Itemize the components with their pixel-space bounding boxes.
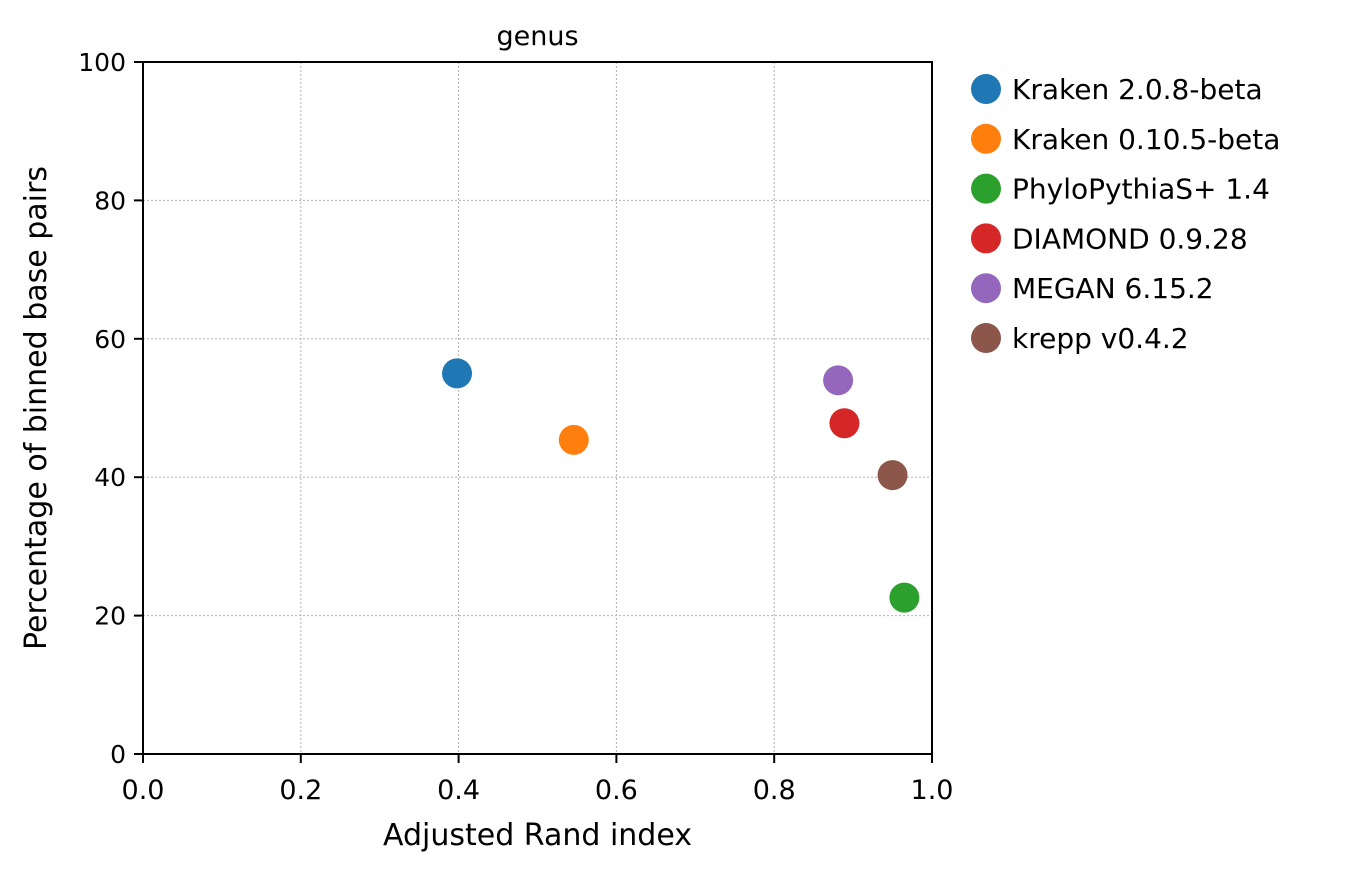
legend-marker — [971, 223, 1001, 254]
y-tick-label: 60 — [94, 325, 126, 354]
y-axis-label: Percentage of binned base pairs — [19, 166, 54, 650]
chart-title: genus — [496, 21, 578, 52]
legend-label: Kraken 0.10.5-beta — [1012, 123, 1280, 156]
legend-label: Kraken 2.0.8-beta — [1012, 73, 1263, 106]
data-point — [829, 408, 860, 439]
legend-marker — [971, 74, 1001, 104]
legend-label: PhyloPythiaS+ 1.4 — [1012, 173, 1270, 206]
legend-marker — [971, 273, 1001, 304]
legend-label: krepp v0.4.2 — [1012, 322, 1189, 355]
x-tick-label: 0.0 — [122, 775, 165, 806]
y-tick-label: 40 — [94, 463, 126, 492]
legend-label: MEGAN 6.15.2 — [1012, 272, 1214, 305]
x-tick-label: 0.8 — [753, 775, 796, 806]
data-point — [823, 365, 854, 396]
legend-marker — [971, 123, 1001, 154]
data-point — [889, 582, 920, 613]
plot-area-frame — [142, 61, 933, 755]
data-points — [442, 358, 920, 613]
axis-ticks: 0.0 0.2 0.4 0.6 0.8 1.0 0 20 40 60 80 100 — [78, 48, 953, 806]
data-point — [558, 424, 589, 455]
x-tick-label: 0.6 — [595, 775, 638, 806]
y-tick-label: 20 — [94, 602, 126, 631]
y-tick-label: 0 — [110, 740, 126, 769]
legend: Kraken 2.0.8-beta Kraken 0.10.5-beta Phylo… — [971, 73, 1280, 355]
x-tick-label: 0.2 — [279, 775, 322, 806]
grid — [143, 62, 932, 754]
legend-marker — [971, 173, 1001, 204]
x-axis-label: Adjusted Rand index — [383, 818, 692, 853]
y-tick-label: 80 — [94, 186, 126, 215]
x-tick-label: 0.4 — [437, 775, 480, 806]
legend-marker — [971, 323, 1001, 353]
data-point — [442, 358, 473, 389]
x-tick-label: 1.0 — [911, 775, 954, 806]
y-tick-label: 100 — [78, 48, 126, 77]
legend-label: DIAMOND 0.9.28 — [1012, 222, 1248, 255]
data-point — [877, 460, 908, 491]
